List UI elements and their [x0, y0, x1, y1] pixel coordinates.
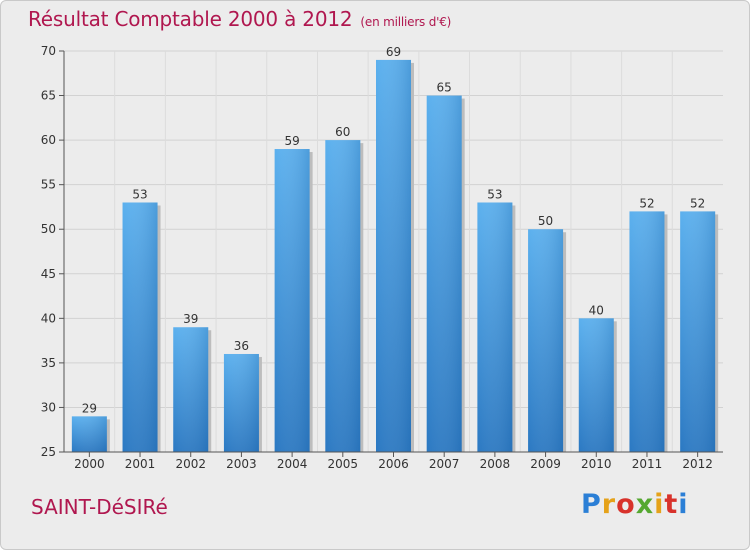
bar-shade	[426, 95, 462, 453]
bar-shade	[376, 59, 411, 453]
x-tick-label: 2000	[74, 457, 105, 471]
bar-shade	[173, 327, 209, 452]
y-tick-label: 40	[41, 311, 56, 325]
y-tick-label: 30	[41, 400, 56, 414]
bar-shade	[578, 318, 614, 452]
y-tick-label: 70	[41, 44, 56, 58]
x-tick-label: 2007	[429, 457, 460, 471]
bar-shade	[274, 149, 310, 452]
chart-title: Résultat Comptable 2000 à 2012	[28, 7, 353, 31]
x-tick-label: 2012	[682, 457, 713, 471]
data-label: 50	[538, 214, 553, 228]
data-label: 53	[487, 187, 502, 201]
bar-shade	[629, 211, 665, 452]
chart-subtitle: (en milliers d'€)	[360, 15, 452, 29]
bar-shade	[71, 416, 107, 452]
x-tick-label: 2008	[480, 457, 511, 471]
y-tick-label: 45	[41, 267, 56, 281]
x-tick-label: 2010	[581, 457, 612, 471]
y-tick-label: 35	[41, 356, 56, 370]
data-label: 52	[690, 196, 705, 210]
x-tick-label: 2006	[378, 457, 409, 471]
bar-shade	[223, 353, 259, 452]
y-tick-label: 55	[41, 178, 56, 192]
bar-shade	[477, 202, 513, 452]
data-label: 69	[386, 45, 401, 59]
data-label: 29	[82, 401, 97, 415]
logo-letter: i	[654, 489, 665, 520]
data-label: 65	[437, 81, 452, 95]
logo-letter: P	[581, 489, 602, 520]
x-tick-label: 2003	[226, 457, 257, 471]
x-tick-label: 2002	[175, 457, 206, 471]
logo-letter: i	[678, 489, 689, 520]
x-tick-label: 2005	[328, 457, 359, 471]
bar-shade	[528, 229, 564, 452]
x-tick-label: 2009	[530, 457, 561, 471]
x-tick-label: 2001	[125, 457, 156, 471]
data-label: 40	[589, 303, 604, 317]
y-tick-label: 25	[41, 445, 56, 459]
data-label: 53	[132, 187, 147, 201]
data-label: 60	[335, 125, 350, 139]
commune-name: SAINT-DéSIRé	[31, 495, 168, 519]
x-tick-label: 2004	[277, 457, 308, 471]
data-label: 36	[234, 339, 249, 353]
logo-letter: r	[601, 489, 617, 520]
y-tick-label: 65	[41, 89, 56, 103]
bar-shade	[680, 211, 716, 452]
data-label: 52	[639, 196, 654, 210]
chart-title-block: Résultat Comptable 2000 à 2012 (en millie…	[28, 7, 451, 31]
data-label: 39	[183, 312, 198, 326]
logo-letter: t	[664, 489, 679, 520]
data-label: 59	[284, 134, 299, 148]
bar-shade	[122, 202, 158, 452]
x-tick-label: 2011	[632, 457, 663, 471]
y-tick-label: 60	[41, 133, 56, 147]
proxiti-logo: Proxiti	[581, 489, 689, 520]
bar-shade	[325, 140, 361, 452]
logo-letter: o	[616, 489, 636, 520]
logo-letter: x	[635, 489, 655, 520]
y-tick-label: 50	[41, 222, 56, 236]
